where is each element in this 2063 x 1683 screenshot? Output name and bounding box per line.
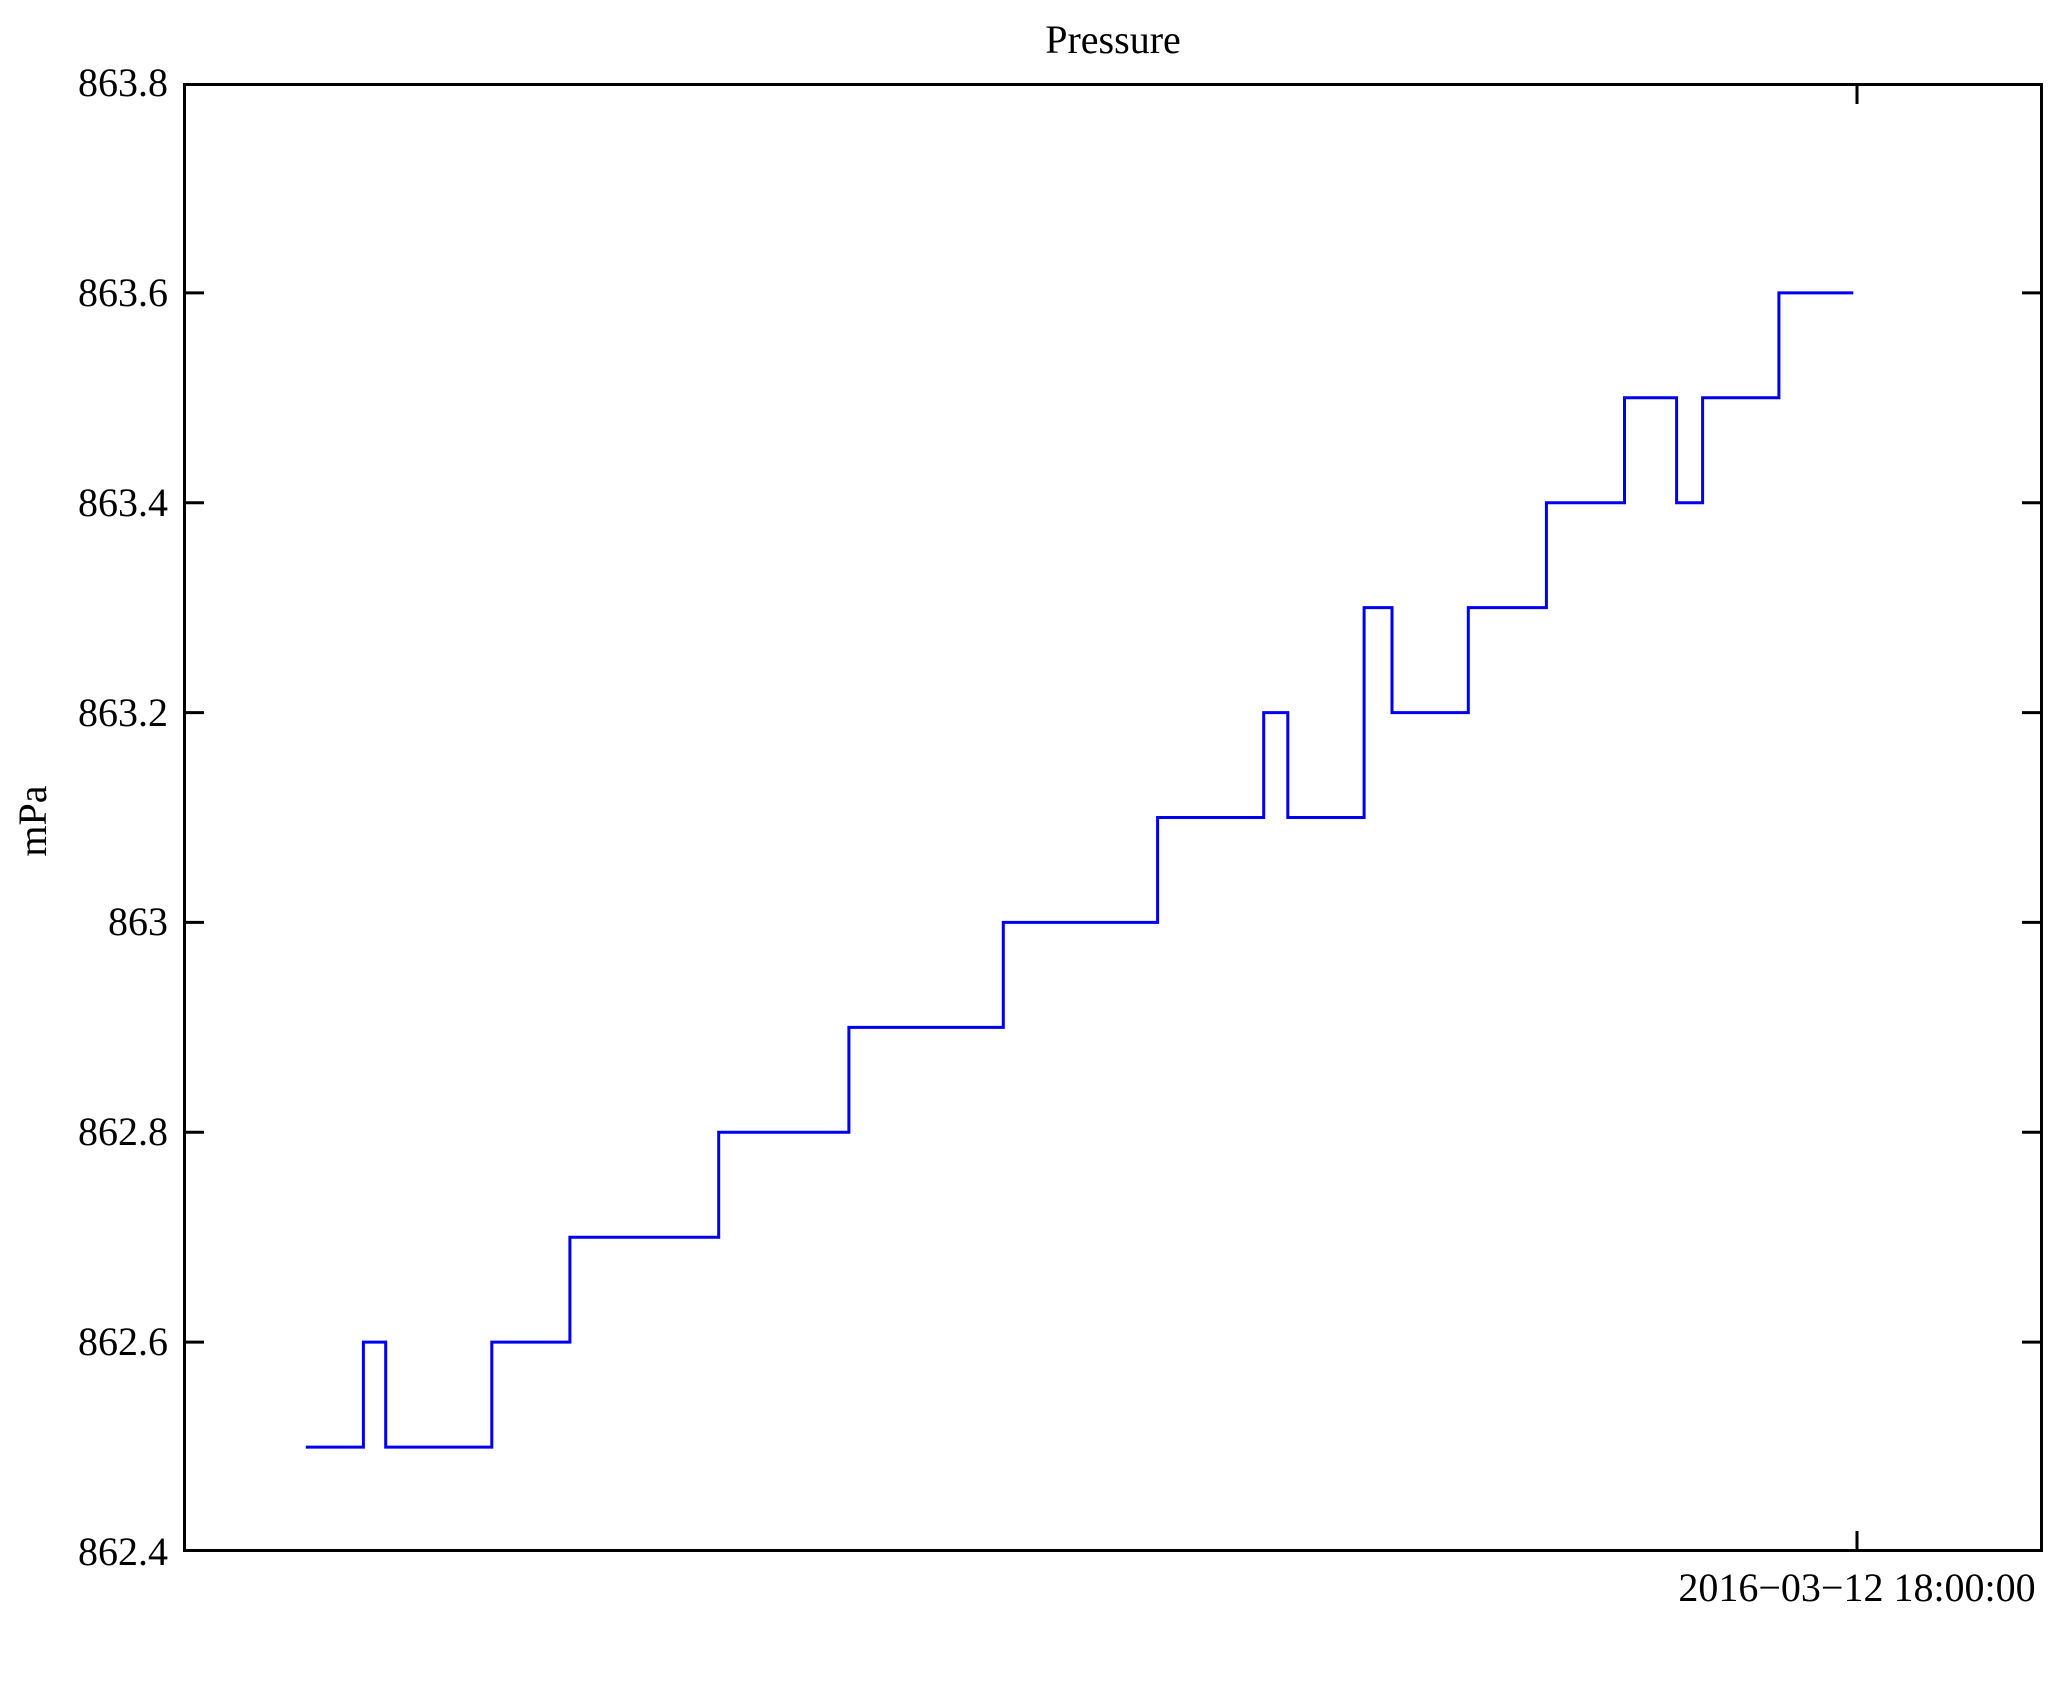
y-tick-label: 863.2 bbox=[78, 689, 168, 735]
y-tick-label: 862.8 bbox=[78, 1109, 168, 1155]
y-tick-label: 863.6 bbox=[78, 269, 168, 315]
y-tick-label: 862.4 bbox=[78, 1529, 168, 1574]
pressure-step-line bbox=[305, 291, 1854, 1449]
plot-area bbox=[183, 83, 2043, 1552]
plot-border bbox=[183, 83, 2043, 1552]
y-axis-label: mPa bbox=[10, 785, 55, 857]
y-tick-label: 863 bbox=[108, 899, 168, 945]
y-tick-label: 863.8 bbox=[78, 60, 168, 105]
y-tick-label: 863.4 bbox=[78, 479, 168, 525]
y-tick-label: 862.6 bbox=[78, 1319, 168, 1365]
chart-title: Pressure bbox=[1045, 17, 1181, 62]
x-tick-label: 2016−03−12 18:00:00 bbox=[1678, 1565, 2036, 1610]
axis-tick-marks bbox=[183, 83, 2043, 1552]
